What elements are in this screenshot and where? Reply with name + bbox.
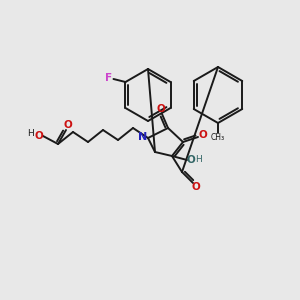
Text: O: O [157,104,165,114]
Text: F: F [105,73,112,83]
Text: O: O [187,155,195,165]
Text: O: O [192,182,200,192]
Text: H: H [195,154,201,164]
Text: N: N [138,132,148,142]
Text: H: H [28,130,34,139]
Text: O: O [64,120,72,130]
Text: O: O [199,130,207,140]
Text: O: O [34,131,43,141]
Text: CH₃: CH₃ [211,134,225,142]
